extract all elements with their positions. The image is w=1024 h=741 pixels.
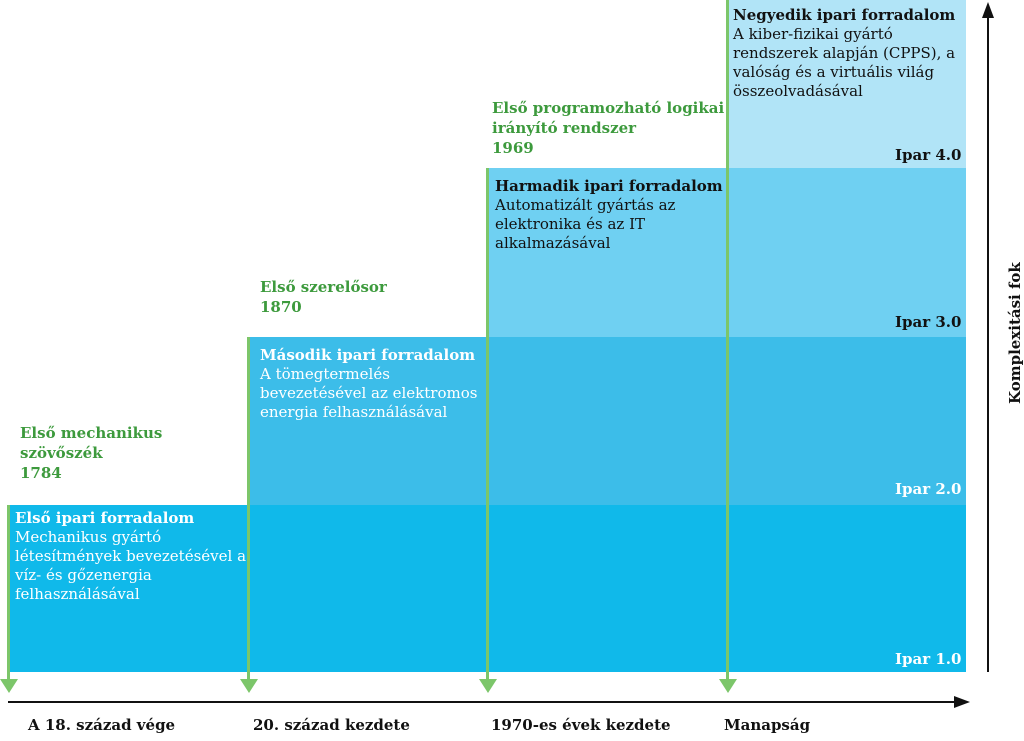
timeline-label-3: 1970-es évek kezdete xyxy=(491,716,671,734)
era-4-title: Negyedik ipari forradalom xyxy=(733,6,956,24)
era-3-desc-line: Automatizált gyártás az xyxy=(495,196,676,214)
level-label-ipar-2: Ipar 2.0 xyxy=(895,480,962,498)
level-label-ipar-3: Ipar 3.0 xyxy=(895,313,962,331)
milestone-1: Első mechanikus szövőszék 1784 xyxy=(20,423,162,483)
timeline-label-2: 20. század kezdete xyxy=(253,716,410,734)
era-3: Harmadik ipari forradalom Automatizált g… xyxy=(495,177,723,253)
y-axis-label: Komplexitási fok xyxy=(1006,262,1024,404)
era-4-desc-line: összeolvadásával xyxy=(733,82,863,100)
y-axis-arrowhead xyxy=(982,2,994,18)
era-3-title: Harmadik ipari forradalom xyxy=(495,177,723,195)
connector-line-3 xyxy=(486,168,489,679)
milestone-2-year: 1870 xyxy=(260,298,302,316)
timeline-label-4: Manapság xyxy=(724,716,811,734)
era-2-title: Második ipari forradalom xyxy=(260,346,476,364)
era-4-desc-line: A kiber-fizikai gyártó xyxy=(733,25,893,43)
milestone-2-line: Első szerelősor xyxy=(260,278,387,296)
connector-line-2 xyxy=(247,337,250,679)
milestone-1-line: Első mechanikus xyxy=(20,424,163,442)
connector-line-4 xyxy=(726,0,729,679)
era-1-desc-line: Mechanikus gyártó xyxy=(15,528,162,546)
level-label-ipar-4: Ipar 4.0 xyxy=(895,146,962,164)
era-4: Negyedik ipari forradalom A kiber-fizika… xyxy=(733,6,955,101)
era-1-desc-line: víz- és gőzenergia xyxy=(15,566,152,584)
connector-arrow-2 xyxy=(240,679,258,693)
era-3-desc-line: elektronika és az IT xyxy=(495,215,646,233)
milestone-1-line: szövőszék xyxy=(20,444,103,462)
connector-arrow-1 xyxy=(0,679,18,693)
connector-arrow-4 xyxy=(719,679,737,693)
era-1-title: Első ipari forradalom xyxy=(15,509,195,527)
level-label-ipar-1: Ipar 1.0 xyxy=(895,650,962,668)
era-1-desc-line: felhasználásával xyxy=(15,585,140,603)
era-1-desc-line: létesítmények bevezetésével a xyxy=(15,547,247,565)
milestone-1-year: 1784 xyxy=(20,464,62,482)
band-ipar-2 xyxy=(248,337,966,505)
timeline-label-1: A 18. század vége xyxy=(28,716,176,734)
era-3-desc-line: alkalmazásával xyxy=(495,234,611,252)
milestone-3-line: Első programozható logikai xyxy=(492,99,725,117)
era-4-desc-line: rendszerek alapján (CPPS), a xyxy=(733,44,956,62)
connector-line-1 xyxy=(7,505,10,679)
x-axis-arrowhead xyxy=(954,696,970,708)
era-1: Első ipari forradalom Mechanikus gyártó … xyxy=(15,509,246,604)
milestone-2: Első szerelősor 1870 xyxy=(260,277,387,317)
milestone-3: Első programozható logikai irányító rend… xyxy=(492,98,724,158)
era-2-desc-line: energia felhasználásával xyxy=(260,403,448,421)
era-2-desc-line: bevezetésével az elektromos xyxy=(260,384,478,402)
connector-arrow-3 xyxy=(479,679,497,693)
era-2-desc-line: A tömegtermelés xyxy=(260,365,390,383)
milestone-3-line: irányító rendszer xyxy=(492,119,637,137)
era-4-desc-line: valóság és a virtuális világ xyxy=(733,63,935,81)
era-2: Második ipari forradalom A tömegtermelés… xyxy=(260,346,477,422)
band-ipar-4 xyxy=(727,0,966,168)
milestone-3-year: 1969 xyxy=(492,139,534,157)
